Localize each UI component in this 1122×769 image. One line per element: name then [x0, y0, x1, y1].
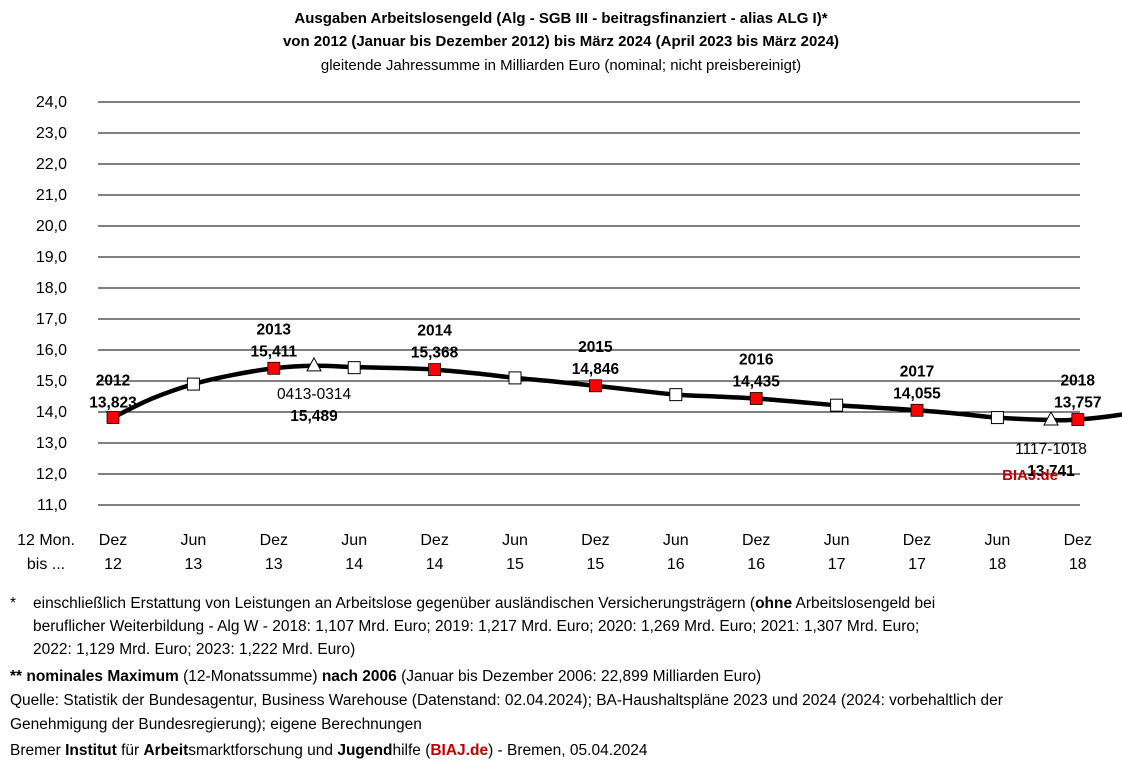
data-label: 2016: [739, 352, 774, 369]
data-label: 15,411: [251, 343, 298, 360]
marker-december: [1071, 413, 1085, 426]
y-tick-label: 15,0: [36, 373, 67, 390]
marker-extreme: [306, 356, 322, 372]
x-axis-ticks: Dez 12 Jun 13 Dez 13 Jun 14 Dez 14 Jun 15 Dez 15 Jun 16…: [99, 532, 1092, 573]
x-tick-label-month: Jun: [181, 532, 207, 549]
chart-title: Ausgaben Arbeitslosengeld (Alg - SGB III…: [294, 10, 828, 27]
data-label: 14,435: [732, 374, 780, 391]
data-label: 1117-1018: [1015, 441, 1087, 458]
footnote-1-line1: einschließlich Erstattung von Leistungen…: [33, 595, 936, 612]
marker-june: [186, 377, 200, 391]
x-tick-label-month: Jun: [824, 532, 850, 549]
x-tick-label-month: Dez: [1064, 532, 1092, 549]
x-axis-label-line1: 12 Mon.: [17, 532, 75, 549]
data-label: 14,846: [572, 361, 620, 378]
y-tick-label: 13,0: [36, 435, 67, 452]
x-tick-label-month: Dez: [742, 532, 770, 549]
data-label: 2014: [417, 323, 452, 340]
x-tick-label-month: Dez: [260, 532, 288, 549]
footnote-1-line3: 2022: 1,129 Mrd. Euro; 2023: 1,222 Mrd. …: [33, 641, 356, 658]
x-tick-label-year: 13: [265, 556, 283, 573]
x-tick-label-year: 14: [345, 556, 363, 573]
marker-december: [267, 361, 281, 375]
marker-extreme: [1043, 410, 1059, 426]
chart-subtitle: gleitende Jahressumme in Milliarden Euro…: [320, 57, 802, 74]
series-line: [110, 363, 1122, 423]
marker-december: [910, 403, 924, 417]
line-chart: 11,0 12,0 13,0 14,0 15,0 16,0 17,0 18,0 19,0 20,0…: [17, 94, 1122, 573]
y-tick-label: 21,0: [36, 187, 67, 204]
x-tick-label-year: 16: [747, 556, 765, 573]
marker-december: [749, 392, 763, 405]
source-line2: Genehmigung der Bundesregierung); eigene…: [10, 716, 422, 733]
y-tick-label: 22,0: [36, 156, 67, 173]
data-label: 13,823: [89, 394, 137, 411]
x-tick-label-month: Dez: [420, 532, 448, 549]
x-tick-label-month: Dez: [581, 532, 609, 549]
marker-december: [428, 363, 442, 376]
institute-credit: Bremer Institut für Arbeitsmarktforschun…: [10, 742, 648, 759]
y-axis-ticks: 11,0 12,0 13,0 14,0 15,0 16,0 17,0 18,0 19,0 20,0…: [36, 94, 67, 514]
footnote-2: ** nominales Maximum (12-Monatssumme) na…: [10, 668, 762, 685]
data-label: 2018: [1061, 373, 1096, 390]
x-tick-label-month: Jun: [985, 532, 1011, 549]
grid-lines: [98, 101, 1080, 506]
y-tick-label: 19,0: [36, 249, 67, 266]
x-tick-label-month: Jun: [502, 532, 528, 549]
data-label: 13,757: [1054, 395, 1101, 412]
data-label: 14,055: [893, 385, 941, 402]
data-label: 2012: [96, 372, 130, 389]
data-label: 15,489: [290, 408, 338, 425]
data-labels: 2012 13,823 2013 15,411 0413-0314 15,489 2014 1…: [89, 321, 1101, 480]
footnote-1-mark: *: [10, 595, 17, 612]
watermark: BIAJ.de: [1002, 467, 1058, 484]
x-tick-label-year: 18: [989, 556, 1007, 573]
marker-december: [106, 411, 120, 424]
marker-june: [830, 398, 844, 412]
data-label: 2015: [578, 339, 613, 356]
y-tick-label: 24,0: [36, 94, 67, 111]
x-tick-label-year: 13: [185, 556, 203, 573]
chart-title-period: von 2012 (Januar bis Dezember 2012) bis …: [282, 33, 840, 50]
marker-june: [990, 411, 1004, 425]
x-tick-label-year: 18: [1069, 556, 1087, 573]
x-tick-label-year: 16: [667, 556, 685, 573]
marker-december: [589, 379, 602, 393]
data-label: 13,741: [1027, 463, 1075, 480]
footnote-1-line2: beruflicher Weiterbildung - Alg W - 2018…: [33, 618, 920, 635]
data-markers: [106, 356, 1085, 426]
y-tick-label: 17,0: [36, 311, 67, 328]
y-tick-label: 23,0: [36, 125, 67, 142]
x-tick-label-month: Jun: [663, 532, 689, 549]
x-tick-label-month: Jun: [341, 532, 367, 549]
y-tick-label: 16,0: [36, 342, 67, 359]
y-tick-label: 14,0: [36, 404, 67, 421]
data-label: 2013: [257, 321, 292, 338]
x-tick-label-year: 17: [908, 556, 926, 573]
marker-june: [508, 371, 522, 385]
y-tick-label: 12,0: [36, 466, 67, 483]
data-label: 0413-0314: [277, 386, 352, 403]
data-label: 15,368: [411, 345, 459, 362]
x-tick-label-month: Dez: [903, 532, 931, 549]
y-tick-label: 11,0: [37, 497, 67, 514]
x-tick-label-year: 17: [828, 556, 846, 573]
y-tick-label: 18,0: [36, 280, 67, 297]
x-axis-label-line2: bis ...: [27, 556, 65, 573]
marker-june: [669, 388, 683, 402]
x-tick-label-year: 14: [426, 556, 444, 573]
y-tick-label: 20,0: [36, 218, 67, 235]
marker-june: [347, 361, 361, 375]
x-tick-label-year: 15: [506, 556, 524, 573]
data-label: 2017: [900, 363, 934, 380]
x-tick-label-year: 12: [104, 556, 122, 573]
x-tick-label-month: Dez: [99, 532, 127, 549]
source-line1: Quelle: Statistik der Bundesagentur, Bus…: [10, 692, 1003, 709]
x-tick-label-year: 15: [587, 556, 605, 573]
